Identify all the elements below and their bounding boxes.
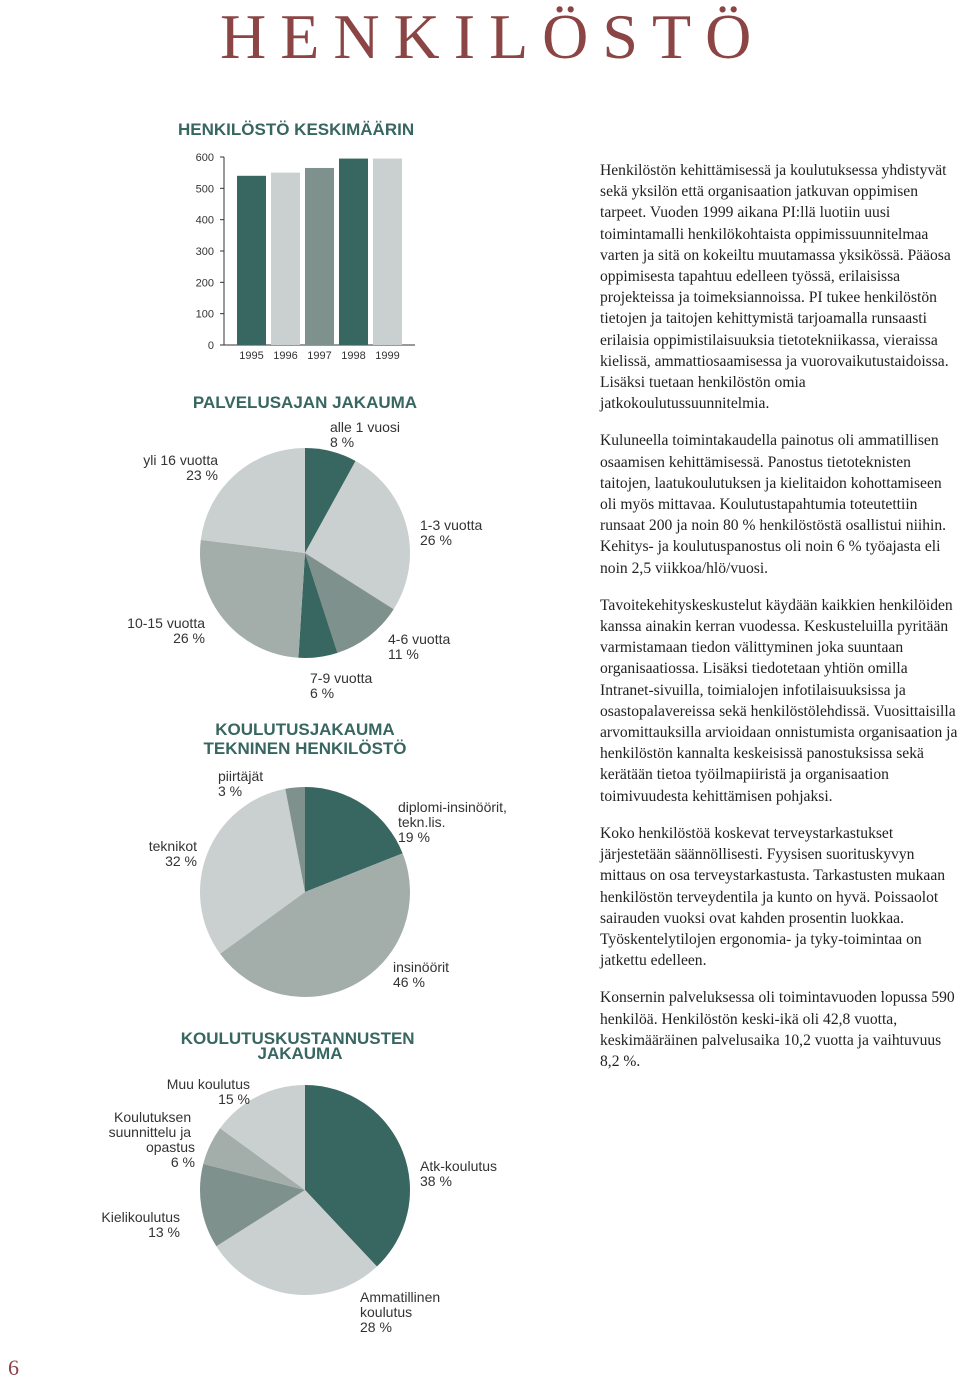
y-tick-label: 0 — [208, 340, 214, 352]
pie-slice — [200, 1163, 305, 1247]
chart-title: KOULUTUSKUSTANNUSTEN JAKAUMA — [181, 1029, 420, 1063]
slice-value-label: 3 % — [218, 783, 242, 799]
paragraph: Kuluneella toimintakaudella painotus oli… — [600, 432, 947, 577]
paragraph: Koko henkilöstöä koskevat terveystarkast… — [600, 824, 946, 970]
page-number: 6 — [8, 1355, 19, 1380]
pie-slice — [220, 853, 410, 997]
x-tick-label: 1999 — [375, 350, 399, 362]
slice-value-label: 26 % — [173, 630, 205, 646]
pie-slice — [203, 1128, 305, 1190]
slice-value-label: 6 % — [171, 1154, 195, 1170]
slice-label: 10-15 vuotta — [127, 615, 205, 631]
slice-label: Atk-koulutus — [420, 1158, 497, 1174]
slice-value-label: 11 % — [388, 646, 419, 662]
pie-slice — [285, 787, 305, 892]
y-tick-label: 100 — [196, 309, 214, 321]
text-column: Henkilöstön kehittämisessä ja koulutukse… — [600, 160, 960, 1088]
charts: HENKILÖSTÖ KESKIMÄÄRIN 0 100 200 300 400 500 60… — [101, 120, 511, 1335]
slice-value-label: 6 % — [310, 685, 334, 701]
paragraph: Konsernin palveluksessa oli toimintavuod… — [600, 989, 955, 1070]
pie-slice — [200, 788, 305, 954]
pie-slice — [216, 1190, 377, 1296]
y-tick-label: 500 — [196, 183, 214, 195]
page-title: HENKILÖSTÖ — [220, 1, 766, 72]
pie-slice — [200, 448, 305, 553]
slice-label: Koulutuksen suunnittelu ja opastus — [109, 1109, 195, 1155]
slice-label: teknikot — [149, 838, 197, 854]
x-tick-label: 1996 — [273, 350, 297, 362]
y-tick-label: 400 — [196, 215, 214, 227]
slice-value-label: 13 % — [148, 1224, 180, 1240]
slice-value-label: 23 % — [186, 467, 218, 483]
slice-value-label: 38 % — [420, 1173, 452, 1189]
chart-title: HENKILÖSTÖ KESKIMÄÄRIN — [178, 120, 414, 139]
slice-value-label: 28 % — [360, 1319, 392, 1335]
pie-slice — [305, 448, 356, 553]
pie-slice — [305, 460, 411, 610]
slice-label: Ammatillinen koulutus — [360, 1289, 444, 1320]
slice-value-label: 26 % — [420, 532, 452, 548]
pie-slice — [298, 553, 338, 658]
bar — [271, 172, 300, 345]
slice-value-label: 46 % — [393, 974, 425, 990]
slice-value-label: 15 % — [218, 1091, 250, 1107]
y-tick-label: 300 — [196, 246, 214, 258]
slice-label: 7-9 vuotta — [310, 670, 372, 686]
chart-title: PALVELUSAJAN JAKAUMA — [193, 393, 417, 412]
chart-subtitle: TEKNINEN HENKILÖSTÖ — [203, 739, 406, 758]
slice-label: 1-3 vuotta — [420, 517, 482, 533]
slice-label: 4-6 vuotta — [388, 631, 450, 647]
x-tick-label: 1997 — [307, 350, 331, 362]
slice-label: Muu koulutus — [167, 1076, 250, 1092]
slice-label: piirtäjät — [218, 768, 263, 784]
bar — [305, 167, 334, 345]
paragraph: Henkilöstön kehittämisessä ja koulutukse… — [600, 162, 951, 413]
pie-slice — [305, 1085, 410, 1267]
x-tick-label: 1998 — [341, 350, 365, 362]
x-tick-label: 1995 — [239, 350, 263, 362]
slice-value-label: 32 % — [165, 853, 197, 869]
pie-slice — [220, 1085, 305, 1190]
slice-label: alle 1 vuosi — [330, 419, 400, 435]
slice-value-label: 19 % — [398, 829, 430, 845]
paragraph: Tavoitekehityskeskustelut käydään kaikki… — [600, 596, 958, 805]
chart-title: KOULUTUSJAKAUMA — [215, 720, 394, 739]
slice-label: diplomi-insinöörit, tekn.lis. — [398, 799, 511, 830]
slice-label: Kielikoulutus — [101, 1209, 180, 1225]
bar — [373, 158, 402, 345]
pie-slice — [305, 787, 403, 892]
slice-label: insinöörit — [393, 959, 449, 975]
y-tick-label: 200 — [196, 277, 214, 289]
bar — [339, 158, 368, 345]
pie-slice — [200, 539, 305, 658]
y-tick-label: 600 — [196, 152, 214, 164]
slice-value-label: 8 % — [330, 434, 354, 450]
bar — [237, 175, 266, 345]
slice-label: yli 16 vuotta — [143, 452, 218, 468]
pie-slice — [305, 553, 394, 653]
